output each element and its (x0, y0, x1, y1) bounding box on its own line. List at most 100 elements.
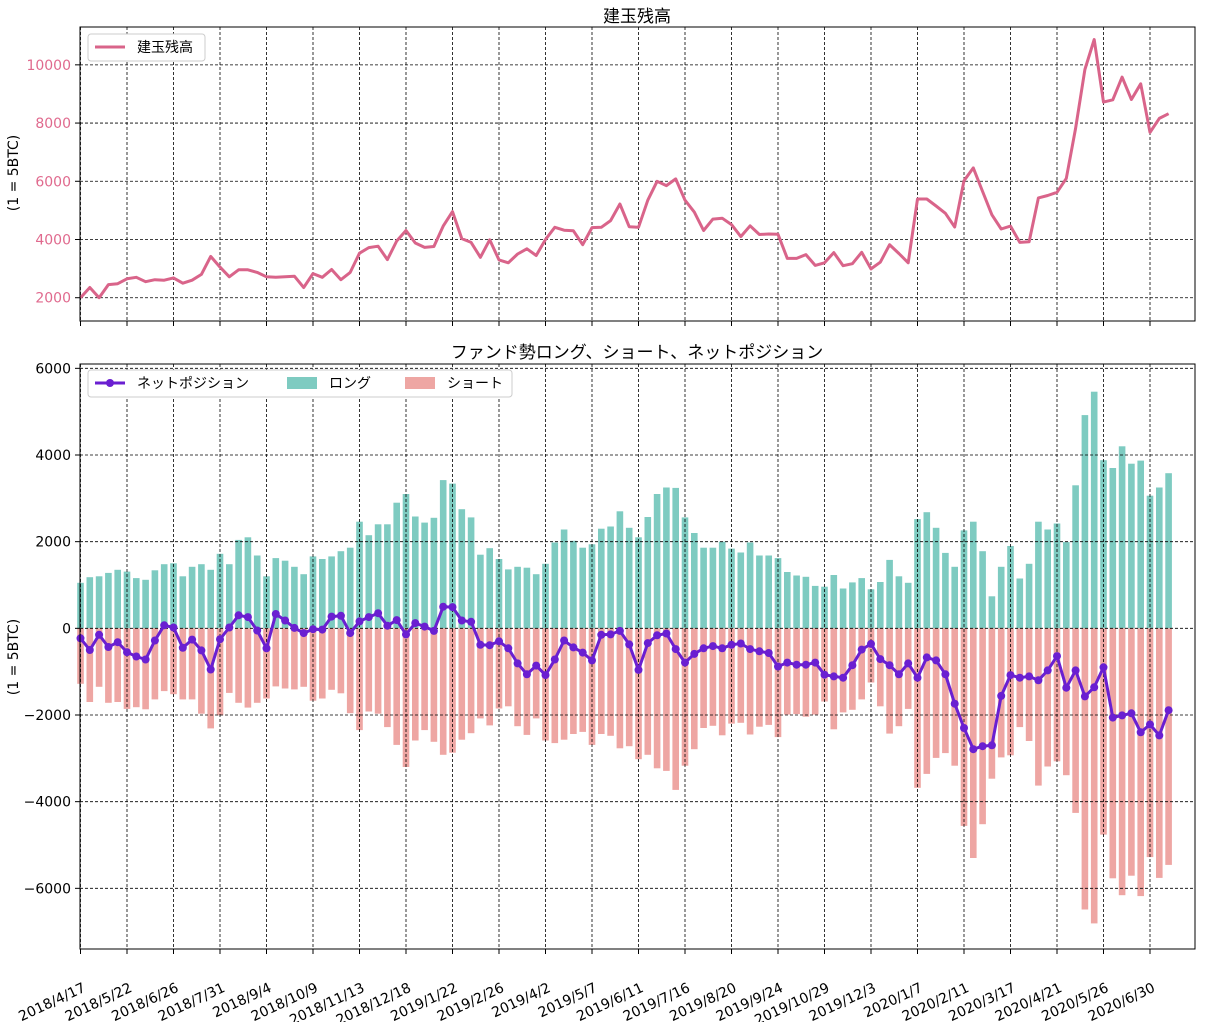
short-bar (1156, 628, 1163, 878)
net-position-point (504, 644, 513, 653)
net-position-point (625, 640, 634, 649)
short-bar (616, 628, 624, 749)
long-bar (300, 574, 307, 629)
net-position-point (820, 670, 829, 679)
long-bar (495, 559, 503, 629)
long-bar (393, 502, 400, 629)
long-legend-label: ロング (329, 376, 371, 392)
short-bar (607, 628, 614, 736)
long-bar (653, 494, 661, 629)
short-bar (737, 628, 745, 723)
short-bar (784, 628, 791, 715)
net-position-point (234, 611, 243, 620)
short-bar (421, 628, 428, 731)
short-bar (709, 628, 717, 726)
long-bar (384, 524, 391, 629)
net-position-point (987, 741, 996, 750)
short-bar (858, 628, 865, 700)
short-bar (1128, 628, 1135, 876)
long-bar (309, 556, 317, 629)
long-bar (1118, 446, 1126, 629)
net-position-point (857, 645, 866, 654)
long-bar (756, 555, 763, 629)
net-position-point (764, 649, 773, 657)
long-bar (1137, 460, 1144, 629)
long-bar (95, 576, 103, 629)
net-position-point (150, 636, 159, 645)
short-bar (346, 628, 354, 714)
long-bar (365, 535, 373, 629)
short-bar (1118, 628, 1126, 896)
positions-panel: ファンド勢ロング、ショート、ネットポジション (1 = 5BTC) −6000−… (6, 343, 1196, 1026)
short-bar (374, 628, 382, 714)
long-bar (374, 524, 382, 629)
short-bar (393, 628, 400, 745)
short-bar (970, 628, 977, 858)
positions-ytick-label: 2000 (35, 535, 71, 551)
long-bar (579, 547, 586, 629)
net-position-point (811, 658, 820, 667)
open-interest-legend: 建玉残高 (87, 33, 206, 62)
net-position-point (141, 655, 150, 664)
short-bar (839, 628, 847, 713)
short-bar (495, 628, 503, 709)
long-bar (467, 517, 475, 629)
long-bar (1063, 542, 1070, 629)
net-position-point (364, 613, 373, 622)
net-position-point (727, 640, 736, 649)
short-bar (979, 628, 986, 825)
short-bar (1072, 628, 1079, 813)
net-position-point (848, 661, 857, 670)
long-bar (235, 539, 242, 629)
net-position-point (569, 643, 578, 652)
net-position-point (997, 691, 1006, 700)
net-position-point (336, 611, 345, 620)
short-bar (700, 628, 707, 728)
short-bar (793, 628, 800, 715)
long-bar (914, 519, 921, 629)
short-bar (644, 628, 652, 755)
net-position-point (271, 610, 280, 618)
short-bar (746, 628, 754, 735)
net-position-point (448, 603, 457, 612)
long-bar (226, 564, 233, 629)
net-position-point (262, 644, 271, 653)
net-position-point (653, 631, 662, 640)
net-position-point (774, 662, 782, 671)
net-position-point (1118, 711, 1127, 720)
long-bar (272, 558, 280, 629)
long-bar (188, 566, 196, 629)
net-position-point (1080, 692, 1089, 701)
short-bar (886, 628, 893, 734)
long-bar (1081, 415, 1089, 629)
short-bar (207, 628, 214, 729)
open-interest-ytick-label: 8000 (35, 116, 71, 132)
long-bar (839, 588, 847, 629)
long-bar (477, 554, 484, 629)
net-position-point (1053, 652, 1061, 661)
long-bar (718, 541, 726, 629)
short-bar (458, 628, 466, 740)
short-bar (691, 628, 698, 750)
long-bar (412, 516, 419, 629)
net-position-point (495, 637, 503, 646)
long-bar (114, 569, 121, 629)
net-position-point (160, 621, 169, 630)
long-bar (1025, 563, 1033, 629)
short-bar (477, 628, 484, 719)
long-bar (886, 559, 893, 629)
short-bar (281, 628, 289, 689)
long-bar (1090, 391, 1098, 629)
net-position-point (1090, 683, 1099, 692)
positions-legend: ネットポジション ロング ショート (87, 369, 513, 398)
net-position-point (801, 660, 810, 669)
long-bar (86, 577, 94, 629)
net-position-point (132, 652, 141, 661)
short-bar (179, 628, 187, 700)
long-bar (486, 548, 493, 629)
short-bar (877, 628, 884, 707)
short-bar (1090, 628, 1098, 924)
long-bar (970, 521, 977, 629)
long-bar (1016, 578, 1024, 629)
